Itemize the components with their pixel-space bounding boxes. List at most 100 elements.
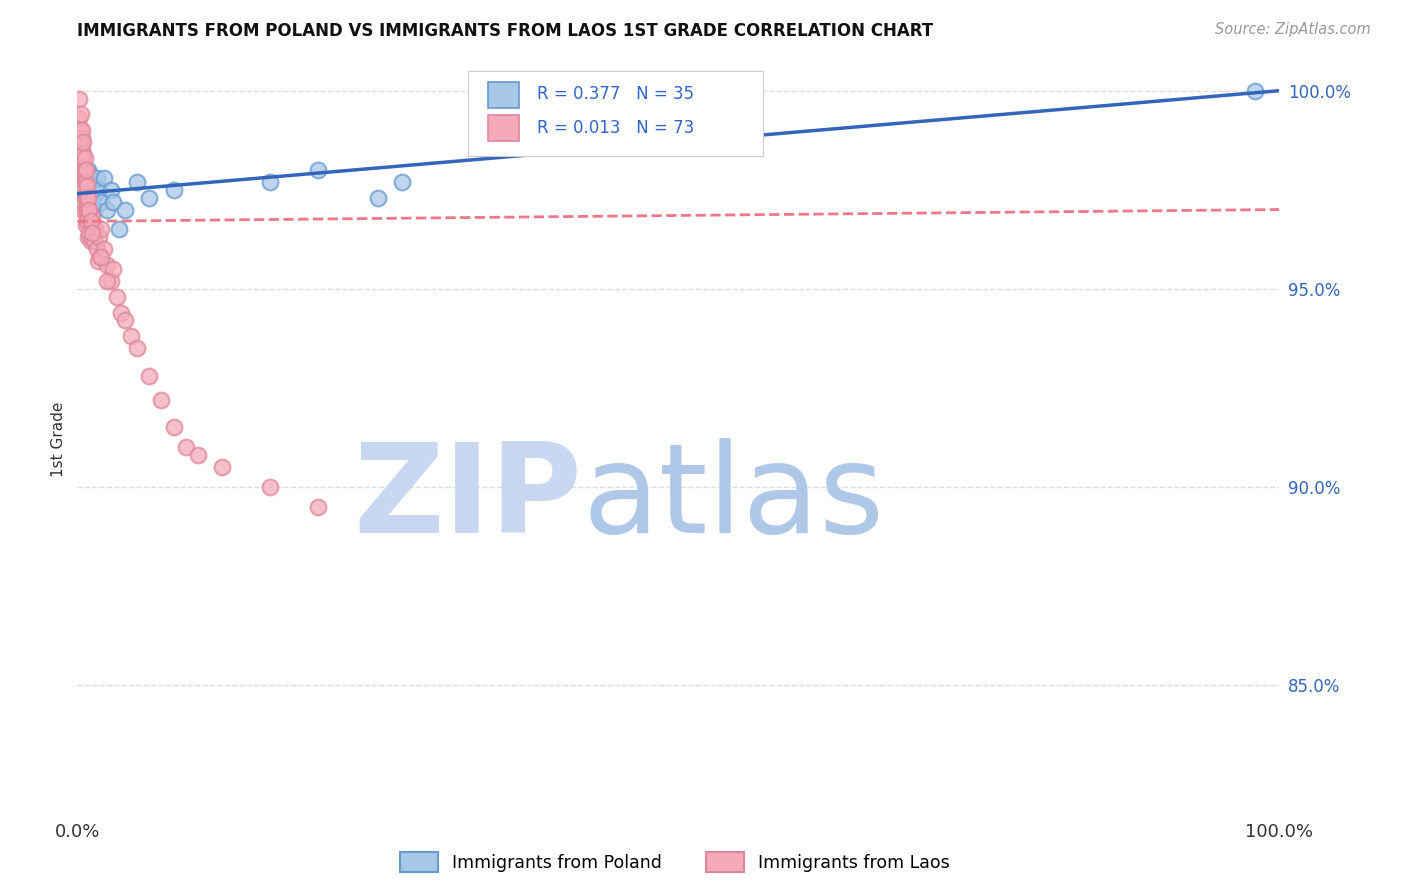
Point [76, 178, 98, 193]
Point [69, 143, 91, 157]
Point [70, 155, 93, 169]
Point [70, 123, 93, 137]
Point [84, 222, 107, 236]
Point [79, 234, 101, 248]
Point [70, 139, 93, 153]
Point [105, 290, 128, 304]
Point [70, 170, 93, 185]
Point [96, 258, 118, 272]
Point [72, 135, 94, 149]
Point [83, 202, 105, 217]
Point [103, 262, 125, 277]
Point [75, 162, 97, 177]
Text: ZIP: ZIP [353, 438, 582, 559]
Point [77, 230, 100, 244]
Point [80, 227, 103, 241]
Point [90, 222, 112, 236]
Point [80, 194, 103, 209]
Point [70, 183, 93, 197]
Point [391, 175, 413, 189]
Point [96, 202, 118, 217]
Point [90, 194, 112, 209]
Point [73, 191, 96, 205]
Point [100, 183, 122, 197]
Point [114, 202, 136, 217]
Point [72, 162, 94, 177]
Point [73, 186, 96, 201]
Point [79, 202, 101, 217]
Legend: Immigrants from Poland, Immigrants from Laos: Immigrants from Poland, Immigrants from … [394, 845, 956, 879]
Point [69, 155, 91, 169]
Point [87, 230, 110, 244]
Point [93, 242, 115, 256]
Point [76, 178, 98, 193]
Point [77, 211, 100, 225]
Text: R = 0.377   N = 35: R = 0.377 N = 35 [537, 86, 693, 103]
Point [162, 420, 184, 434]
Point [1244, 84, 1267, 98]
Point [76, 198, 98, 212]
Point [72, 159, 94, 173]
Point [70, 151, 93, 165]
Point [70, 107, 93, 121]
Point [86, 170, 108, 185]
Point [114, 313, 136, 327]
Point [79, 227, 101, 241]
Point [259, 175, 281, 189]
Point [82, 219, 104, 233]
Point [174, 440, 197, 454]
Point [127, 341, 149, 355]
Point [73, 151, 96, 165]
Point [77, 162, 100, 177]
Point [67, 92, 90, 106]
Point [80, 230, 103, 244]
Point [73, 162, 96, 177]
Point [84, 186, 107, 201]
Point [127, 175, 149, 189]
Point [108, 222, 131, 236]
Text: IMMIGRANTS FROM POLAND VS IMMIGRANTS FROM LAOS 1ST GRADE CORRELATION CHART: IMMIGRANTS FROM POLAND VS IMMIGRANTS FRO… [77, 22, 934, 40]
Point [150, 392, 173, 407]
Point [75, 202, 97, 217]
Point [72, 178, 94, 193]
Point [307, 162, 329, 177]
Point [120, 329, 142, 343]
Y-axis label: 1st Grade: 1st Grade [51, 401, 66, 477]
Point [69, 131, 91, 145]
Point [87, 183, 110, 197]
Point [80, 211, 103, 225]
Point [79, 214, 101, 228]
Point [307, 500, 329, 514]
Point [211, 460, 233, 475]
Text: Source: ZipAtlas.com: Source: ZipAtlas.com [1215, 22, 1371, 37]
Point [75, 186, 97, 201]
Point [69, 123, 91, 137]
Point [70, 167, 93, 181]
Point [138, 368, 160, 383]
Point [70, 143, 93, 157]
Point [77, 191, 100, 205]
Point [86, 242, 108, 256]
Point [110, 305, 132, 319]
FancyBboxPatch shape [488, 82, 519, 108]
Point [162, 183, 184, 197]
FancyBboxPatch shape [488, 115, 519, 142]
Point [72, 194, 94, 209]
Point [87, 254, 110, 268]
Point [367, 191, 389, 205]
Point [67, 112, 90, 126]
Point [89, 250, 111, 264]
Point [93, 170, 115, 185]
Point [76, 214, 98, 228]
Point [79, 167, 101, 181]
FancyBboxPatch shape [468, 70, 762, 156]
Point [96, 274, 118, 288]
Point [77, 202, 100, 217]
Point [138, 191, 160, 205]
Point [259, 480, 281, 494]
Point [90, 250, 112, 264]
Point [72, 147, 94, 161]
Point [77, 191, 100, 205]
Point [75, 219, 97, 233]
Point [70, 159, 93, 173]
